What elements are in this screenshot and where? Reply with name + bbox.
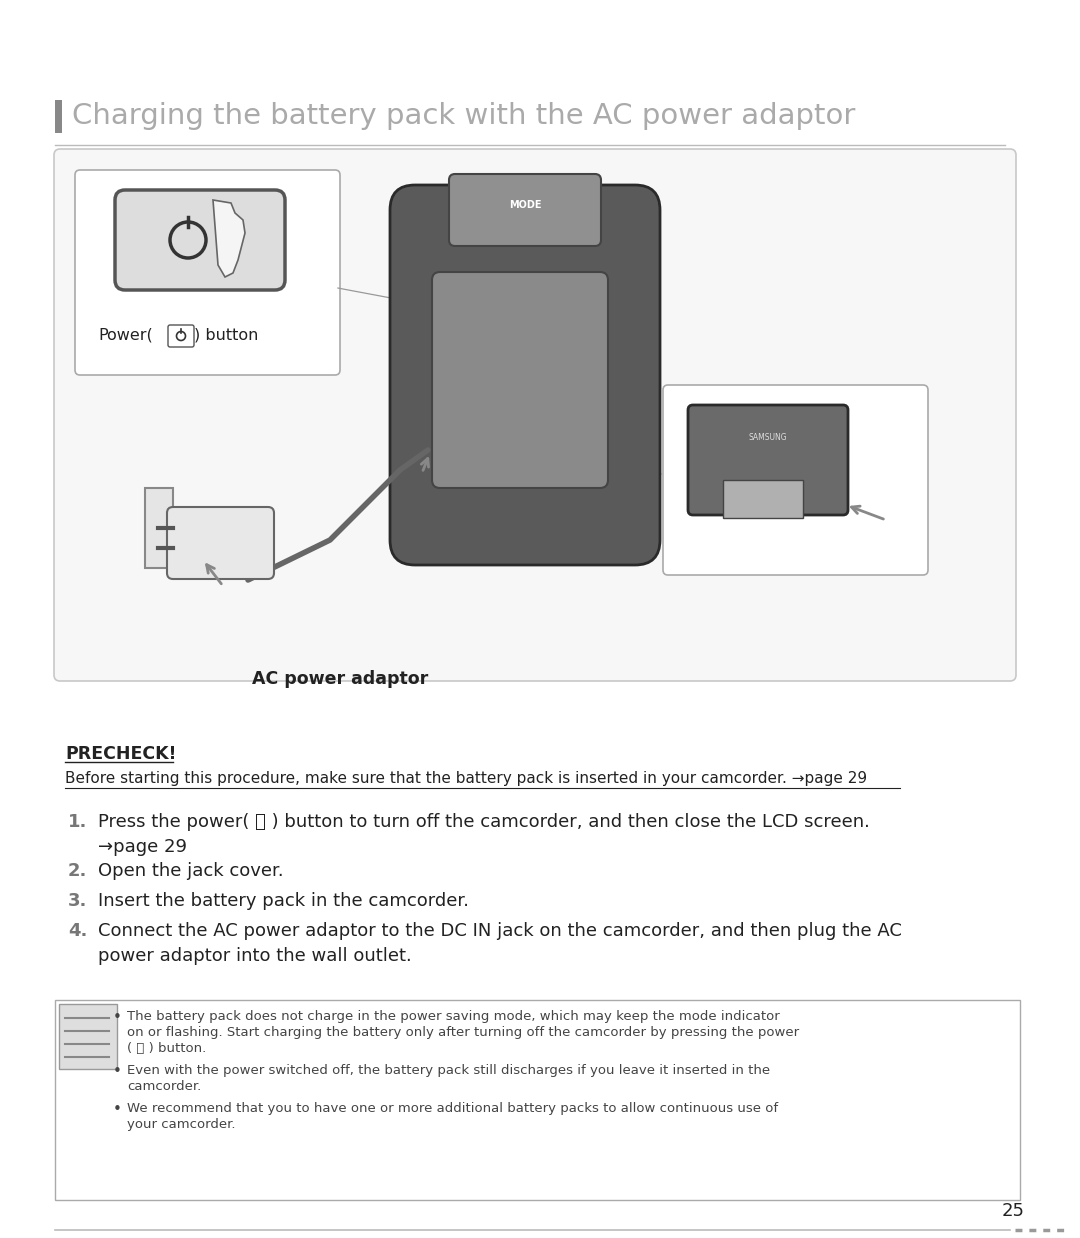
- Text: on or flashing. Start charging the battery only after turning off the camcorder : on or flashing. Start charging the batte…: [127, 1026, 799, 1039]
- FancyBboxPatch shape: [390, 184, 660, 565]
- Bar: [145, 488, 173, 568]
- Text: SAMSUNG: SAMSUNG: [748, 433, 787, 442]
- Text: The battery pack does not charge in the power saving mode, which may keep the mo: The battery pack does not charge in the …: [127, 1010, 780, 1023]
- FancyBboxPatch shape: [449, 175, 600, 246]
- FancyArrowPatch shape: [206, 565, 221, 584]
- Text: Charging the battery pack with the AC power adaptor: Charging the battery pack with the AC po…: [72, 103, 855, 130]
- Bar: [55, 100, 62, 132]
- Text: •: •: [113, 1063, 122, 1080]
- Bar: [59, 1004, 117, 1068]
- Text: Before starting this procedure, make sure that the battery pack is inserted in y: Before starting this procedure, make sur…: [65, 771, 867, 786]
- FancyBboxPatch shape: [167, 508, 274, 579]
- Text: Press the power( ⓘ ) button to turn off the camcorder, and then close the LCD sc: Press the power( ⓘ ) button to turn off …: [98, 813, 869, 831]
- Text: Open the jack cover.: Open the jack cover.: [98, 862, 284, 880]
- Polygon shape: [213, 201, 245, 277]
- Text: Even with the power switched off, the battery pack still discharges if you leave: Even with the power switched off, the ba…: [127, 1063, 770, 1077]
- FancyBboxPatch shape: [54, 149, 1016, 681]
- Text: 25: 25: [1002, 1202, 1025, 1219]
- Text: your camcorder.: your camcorder.: [127, 1118, 235, 1132]
- Text: 4.: 4.: [68, 922, 87, 940]
- Text: power adaptor into the wall outlet.: power adaptor into the wall outlet.: [98, 947, 411, 964]
- FancyBboxPatch shape: [688, 405, 848, 515]
- Bar: [55, 1000, 1020, 1200]
- Text: Insert the battery pack in the camcorder.: Insert the battery pack in the camcorder…: [98, 893, 469, 910]
- FancyBboxPatch shape: [75, 170, 340, 375]
- FancyBboxPatch shape: [168, 326, 194, 347]
- Text: PRECHECK!: PRECHECK!: [65, 745, 176, 763]
- Text: ( ⓘ ) button.: ( ⓘ ) button.: [127, 1042, 206, 1055]
- Text: →page 29: →page 29: [98, 838, 187, 855]
- Text: camcorder.: camcorder.: [127, 1080, 201, 1093]
- Bar: [723, 480, 804, 517]
- FancyBboxPatch shape: [432, 272, 608, 488]
- Text: 3.: 3.: [68, 893, 87, 910]
- Text: AC power adaptor: AC power adaptor: [252, 670, 428, 688]
- Text: •: •: [113, 1010, 122, 1025]
- FancyBboxPatch shape: [663, 385, 928, 574]
- Text: Connect the AC power adaptor to the DC IN jack on the camcorder, and then plug t: Connect the AC power adaptor to the DC I…: [98, 922, 902, 940]
- FancyArrowPatch shape: [421, 458, 429, 470]
- Text: Power(: Power(: [98, 328, 152, 343]
- Text: •: •: [113, 1102, 122, 1117]
- Text: MODE: MODE: [509, 201, 541, 210]
- Text: ) button: ) button: [194, 328, 258, 343]
- FancyBboxPatch shape: [114, 189, 285, 290]
- Text: We recommend that you to have one or more additional battery packs to allow cont: We recommend that you to have one or mor…: [127, 1102, 778, 1115]
- FancyArrowPatch shape: [851, 506, 883, 519]
- Text: 2.: 2.: [68, 862, 87, 880]
- Text: 1.: 1.: [68, 813, 87, 831]
